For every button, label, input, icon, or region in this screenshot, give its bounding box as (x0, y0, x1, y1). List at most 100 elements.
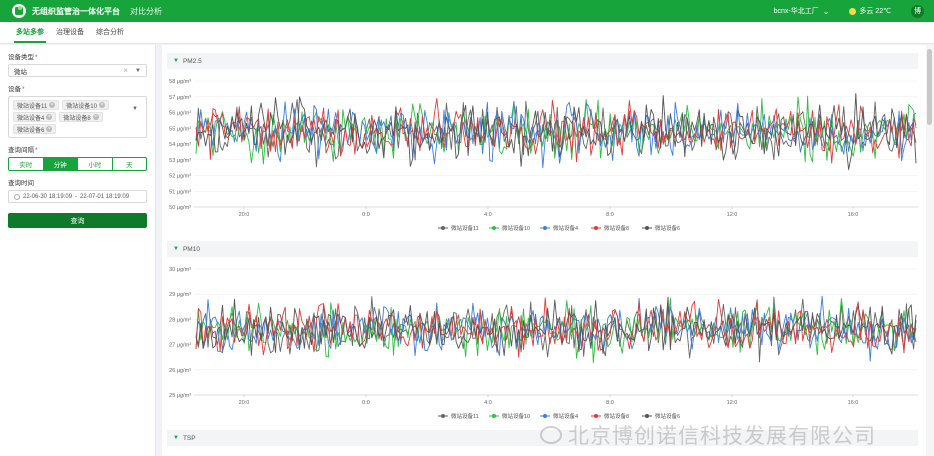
x-tick-label: 20:0 (239, 400, 250, 406)
legend-entry[interactable]: 微站设备4 (553, 412, 578, 420)
series-line (195, 297, 917, 358)
panel-header-pm25[interactable]: ▼ PM2.5 (167, 53, 918, 69)
legend-swatch-dot (441, 226, 445, 230)
legend-entry[interactable]: 微站设备10 (502, 412, 530, 420)
y-tick-label: 26 μg/m³ (169, 368, 191, 374)
panel-title: TSP (182, 434, 196, 442)
legend-swatch-dot (543, 414, 547, 418)
chip-close-icon[interactable]: × (46, 114, 53, 120)
y-tick-label: 58 μg/m³ (169, 79, 191, 85)
time-separator: - (75, 193, 78, 200)
legend-swatch-dot (645, 414, 649, 418)
time-start: 22-06-30 18:19:09 (23, 193, 73, 200)
legend-entry[interactable]: 微站设备8 (604, 412, 629, 420)
tab-governance-device[interactable]: 治理设备 (56, 29, 84, 36)
collapse-arrow-icon[interactable]: ▼ (173, 246, 179, 252)
legend-entry[interactable]: 微站设备8 (604, 224, 629, 232)
legend-swatch-dot (492, 414, 496, 418)
weather-icon (849, 7, 857, 15)
legend-entry[interactable]: 微站设备6 (655, 224, 680, 232)
legend-swatch-dot (594, 414, 598, 418)
y-tick-label: 56 μg/m³ (169, 111, 191, 117)
legend-entry[interactable]: 微站设备11 (451, 224, 479, 232)
tab-bar: 多站多参 治理设备 综合分析 (0, 22, 934, 44)
device-type-select[interactable]: 微站 × ▼ (8, 64, 147, 77)
time-label: 查询时间 (8, 180, 34, 187)
weibo-logo-icon (540, 426, 562, 444)
x-tick-label: 16:0 (848, 212, 859, 218)
clear-icon[interactable]: × (123, 66, 128, 75)
filter-sidebar: 设备类型* 微站 × ▼ 设备* 微站设备11 × 微站设备10 × 微站设备4 × … (0, 45, 156, 456)
chart-area: ▼ PM2.5 50 μg/m³ 51 μg/m³ 52 μg/m³ 53 μg/m³… (162, 45, 926, 456)
legend-swatch-dot (594, 226, 598, 230)
x-tick-label: 0:0 (362, 400, 370, 406)
collapse-arrow-icon[interactable]: ▼ (173, 435, 179, 441)
legend-entry[interactable]: 微站设备10 (502, 224, 530, 232)
legend-swatch-dot (543, 226, 547, 230)
weather-info: 多云 22℃ (849, 6, 891, 16)
factory-selector[interactable]: bcnx-华北工厂 (773, 8, 819, 15)
weather-text: 多云 22℃ (859, 8, 891, 15)
device-type-value: 微站 (14, 68, 27, 76)
legend-entry[interactable]: 微站设备6 (655, 412, 680, 420)
chevron-down-icon[interactable]: ⌄ (822, 6, 830, 16)
interval-segmented-control: 实时 分钟 小时 天 (8, 157, 147, 171)
device-chip: 微站设备10 × (62, 100, 109, 110)
clock-icon (14, 193, 20, 200)
caret-down-icon[interactable]: ▼ (135, 67, 141, 74)
interval-realtime-button[interactable]: 实时 (9, 158, 44, 170)
y-tick-label: 25 μg/m³ (169, 393, 191, 399)
legend-swatch-dot (645, 226, 649, 230)
app-logo-icon (12, 4, 26, 18)
y-tick-label: 30 μg/m³ (169, 267, 191, 273)
y-tick-label: 50 μg/m³ (169, 205, 191, 211)
tab-comprehensive-analysis[interactable]: 综合分析 (96, 29, 124, 36)
y-tick-label: 27 μg/m³ (169, 343, 191, 349)
x-tick-label: 16:0 (848, 400, 859, 406)
legend-entry[interactable]: 微站设备11 (451, 412, 479, 420)
top-right-area: bcnx-华北工厂 ⌄ 多云 22℃ 博 (774, 0, 924, 22)
device-type-label: 设备类型* (8, 54, 38, 61)
panel-title: PM10 (182, 245, 200, 253)
interval-day-button[interactable]: 天 (126, 162, 133, 169)
device-chip: 微站设备11 × (13, 100, 60, 110)
y-tick-label: 55 μg/m³ (169, 126, 191, 132)
y-tick-label: 53 μg/m³ (169, 158, 191, 164)
y-tick-label: 51 μg/m³ (169, 189, 191, 195)
scroll-thumb[interactable] (927, 49, 932, 125)
collapse-arrow-icon[interactable]: ▼ (173, 58, 179, 64)
chip-close-icon[interactable]: × (98, 102, 105, 108)
watermark: 北京博创诺信科技发展有限公司 (540, 420, 876, 450)
x-tick-label: 8:0 (606, 400, 614, 406)
pm10-chart: 25 μg/m³ 26 μg/m³ 27 μg/m³ 28 μg/m³ 29 μg/m³… (169, 267, 918, 420)
avatar[interactable]: 博 (911, 4, 924, 18)
time-range-picker[interactable]: 22-06-30 18:19:09 - 22-07-01 18:19:09 (8, 190, 147, 203)
device-chip: 微站设备8 × (59, 112, 103, 122)
pm25-chart: 50 μg/m³ 51 μg/m³ 52 μg/m³ 53 μg/m³ 54 μg/m³… (169, 79, 918, 232)
y-tick-label: 57 μg/m³ (169, 95, 191, 101)
interval-minute-button[interactable]: 分钟 (43, 158, 78, 170)
device-multi-select[interactable]: 微站设备11 × 微站设备10 × 微站设备4 × 微站设备8 × 微站设备6 × ▼ (8, 96, 147, 138)
interval-hour-button[interactable]: 小时 (78, 158, 113, 170)
interval-label: 查询间隔* (8, 147, 38, 154)
page-scrollbar[interactable] (926, 45, 934, 456)
x-tick-label: 8:0 (606, 212, 614, 218)
nav-compare-analysis[interactable]: 对比分析 (130, 6, 162, 16)
legend-swatch-dot (492, 226, 496, 230)
tab-multi-station[interactable]: 多站多参 (10, 27, 50, 43)
panel-header-pm10[interactable]: ▼ PM10 (167, 241, 918, 257)
legend-swatch-dot (441, 414, 445, 418)
y-tick-label: 28 μg/m³ (169, 317, 191, 323)
x-tick-label: 4:0 (484, 212, 492, 218)
chip-close-icon[interactable]: × (49, 102, 56, 108)
chip-close-icon[interactable]: × (46, 126, 53, 132)
chip-close-icon[interactable]: × (92, 114, 99, 120)
y-tick-label: 52 μg/m³ (169, 174, 191, 180)
legend-entry[interactable]: 微站设备4 (553, 224, 578, 232)
device-chip: 微站设备6 × (13, 124, 57, 134)
series-line (195, 296, 917, 357)
query-button[interactable]: 查询 (8, 213, 147, 228)
caret-down-icon[interactable]: ▼ (132, 106, 138, 112)
device-label: 设备* (8, 86, 25, 93)
app-title: 无组织监管治一体化平台 (32, 6, 120, 16)
